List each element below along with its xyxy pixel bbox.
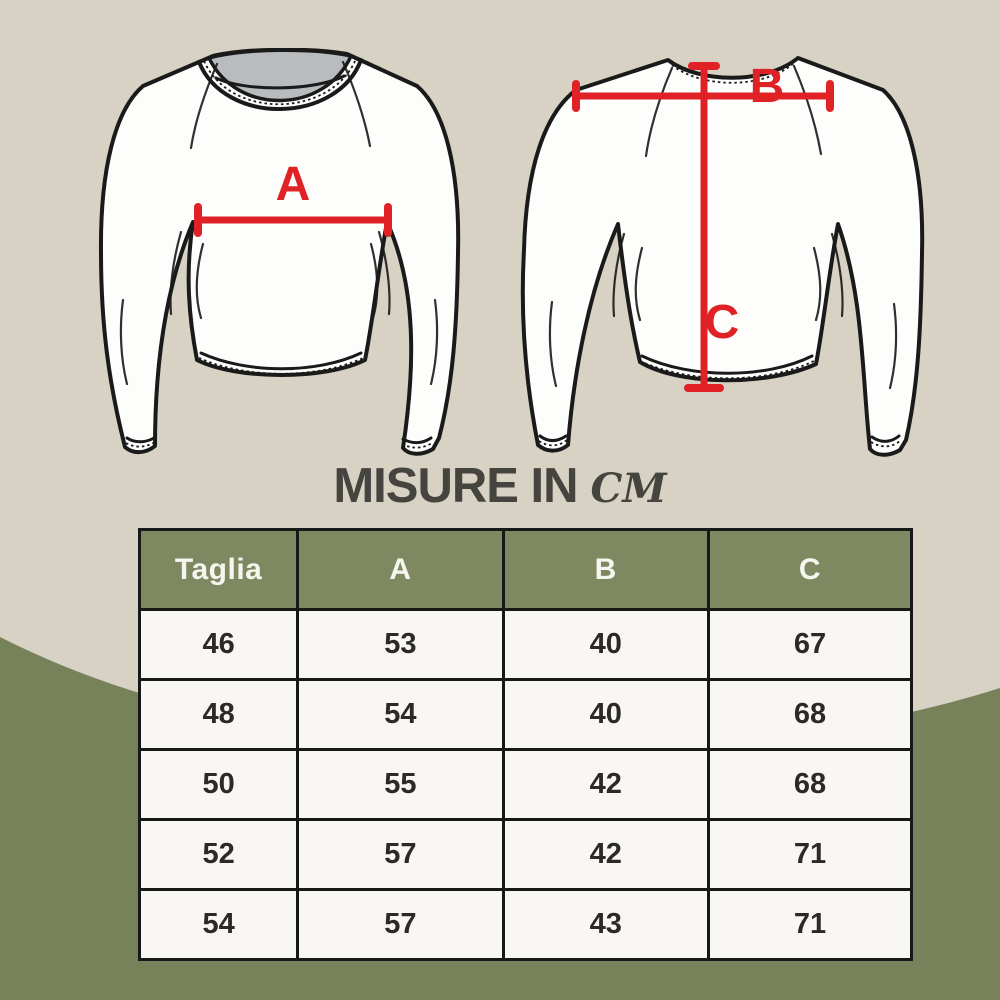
table-cell: 57 <box>296 888 505 961</box>
table-row: 50 55 42 68 <box>137 748 914 821</box>
front-seam-creases <box>119 60 439 386</box>
header-cell-a: A <box>296 528 505 611</box>
header-cell-taglia: Taglia <box>137 528 300 611</box>
section-title: MISURE IN CM <box>0 458 1000 514</box>
table-cell: 71 <box>706 818 914 891</box>
front-collar-seam <box>214 74 346 90</box>
table-cell: 71 <box>706 888 914 961</box>
table-cell: 67 <box>706 608 914 681</box>
measurement-label-b: B <box>750 60 785 113</box>
table-cell: 40 <box>501 608 710 681</box>
back-left-cuff <box>538 434 568 442</box>
title-text: MISURE IN <box>333 459 578 513</box>
measurement-a: A <box>194 158 392 237</box>
measurement-label-a: A <box>276 158 311 211</box>
table-cell: 52 <box>137 818 300 891</box>
front-left-cuff <box>125 436 156 444</box>
front-garment-diagram: A <box>98 48 461 456</box>
front-hem-band <box>199 351 363 371</box>
front-right-cuff <box>401 436 433 445</box>
table-cell: 48 <box>137 678 300 751</box>
table-row: 46 53 40 67 <box>137 608 914 681</box>
measurement-label-c: C <box>705 296 740 349</box>
table-row: 52 57 42 71 <box>137 818 914 891</box>
table-row: 48 54 40 68 <box>137 678 914 751</box>
table-cell: 54 <box>137 888 300 961</box>
table-cell: 46 <box>137 608 300 681</box>
front-left-cuff-stitching <box>125 441 156 448</box>
back-hem-stitching <box>639 360 815 380</box>
header-cell-c: C <box>706 528 914 611</box>
front-collar-interior <box>207 48 353 103</box>
table-cell: 43 <box>501 888 710 961</box>
table-row: 54 57 43 71 <box>137 888 914 961</box>
table-cell: 42 <box>501 748 710 821</box>
back-seam-creases <box>548 64 898 390</box>
table-cell: 40 <box>501 678 710 751</box>
front-sweater-outline <box>98 48 461 456</box>
back-right-cuff <box>870 434 901 443</box>
back-garment-diagram: B C <box>520 56 925 457</box>
table-cell: 53 <box>296 608 505 681</box>
size-table: Taglia A B C 46 53 40 67 48 54 40 68 50 … <box>137 528 914 961</box>
table-cell: 50 <box>137 748 300 821</box>
back-right-cuff-stitching <box>870 440 901 448</box>
table-cell: 55 <box>296 748 505 821</box>
title-unit: CM <box>590 465 667 512</box>
header-cell-b: B <box>501 528 710 611</box>
table-cell: 68 <box>706 748 914 821</box>
measurement-c: C <box>684 62 740 392</box>
table-header-row: Taglia A B C <box>137 528 914 611</box>
back-hem-band <box>640 354 814 375</box>
front-hem-stitching <box>198 357 364 375</box>
front-collar-band <box>197 58 363 111</box>
table-cell: 42 <box>501 818 710 891</box>
table-cell: 54 <box>296 678 505 751</box>
front-right-cuff-stitching <box>401 442 433 449</box>
table-cell: 57 <box>296 818 505 891</box>
front-collar-stitching <box>203 58 357 106</box>
back-collar-stitching <box>671 62 795 84</box>
back-sweater-outline <box>520 56 925 457</box>
table-cell: 68 <box>706 678 914 751</box>
